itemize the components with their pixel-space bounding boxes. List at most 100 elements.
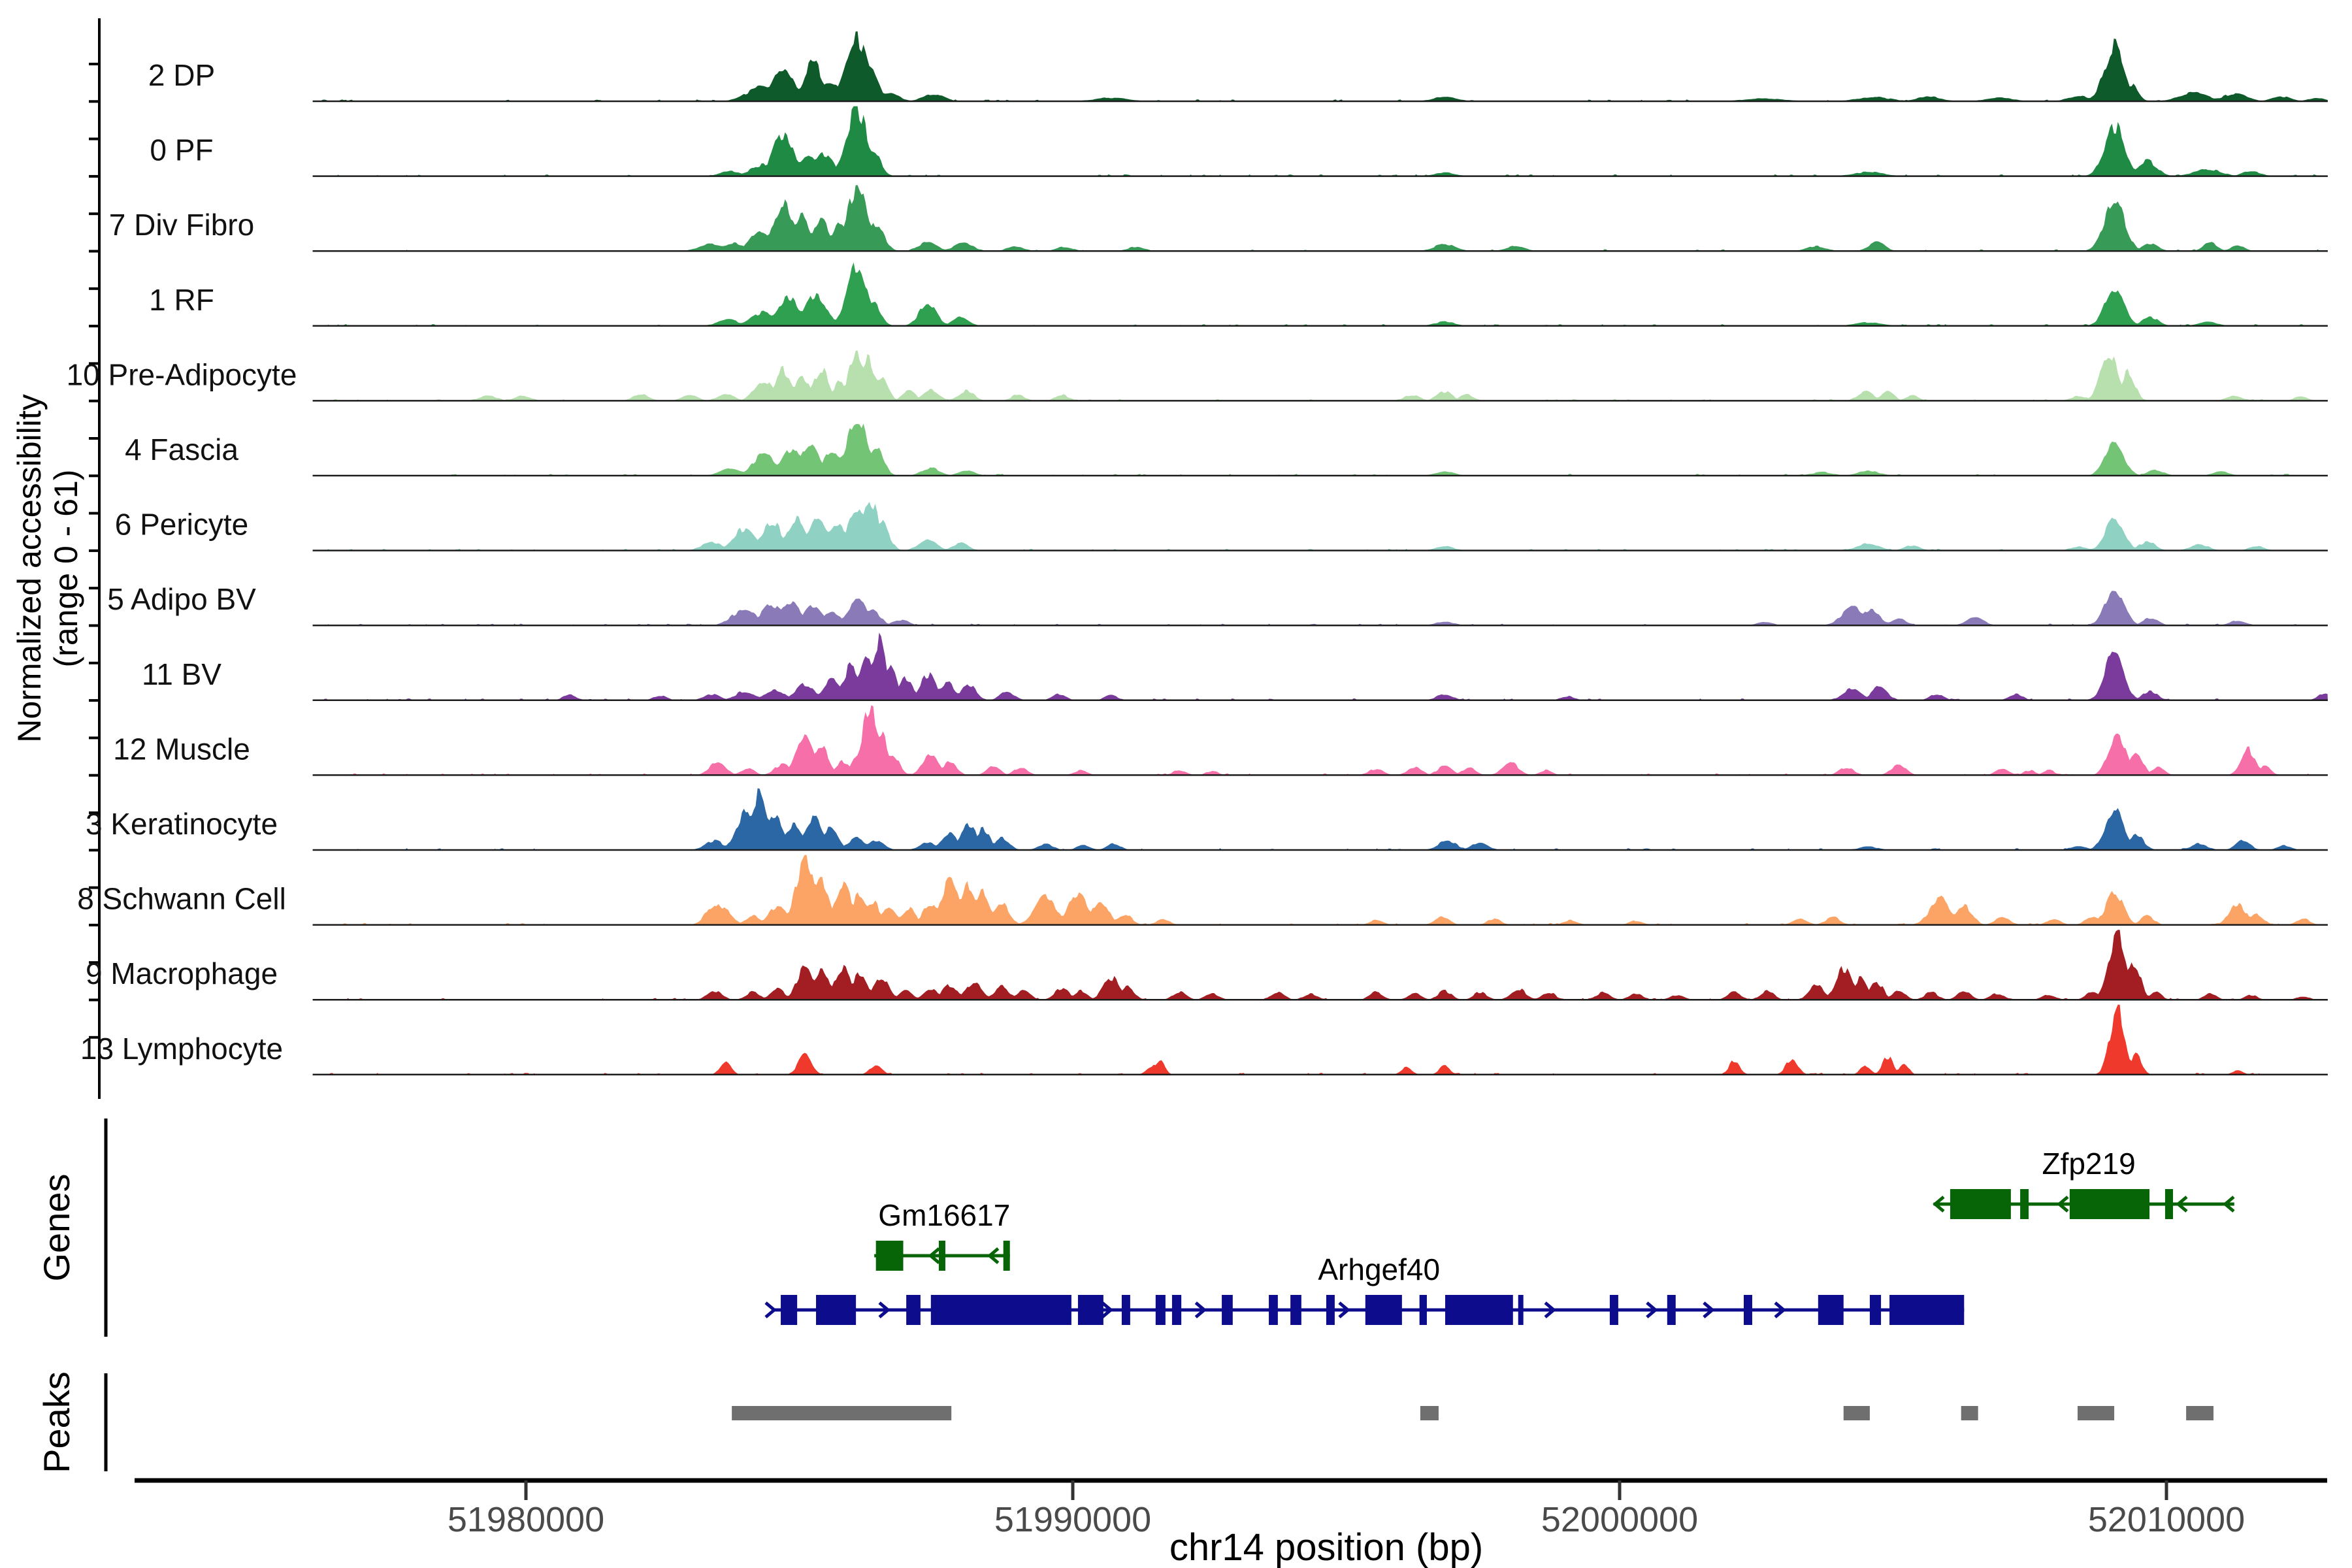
coverage-signal: [312, 106, 2328, 176]
track-label: 6 Pericyte: [115, 508, 249, 542]
gene-exon: [875, 1241, 904, 1271]
peak-box: [2186, 1406, 2213, 1420]
gene-exon: [1743, 1295, 1752, 1325]
peaks-section-label: Peaks: [36, 1371, 77, 1473]
gene-name-label: Gm16617: [878, 1198, 1010, 1232]
coverage-signal: [312, 262, 2328, 326]
coverage-signal: [312, 185, 2328, 252]
gene-exon: [2020, 1189, 2029, 1219]
gene-exon: [938, 1241, 945, 1271]
gene-exon: [906, 1295, 921, 1325]
coverage-signal: [312, 423, 2328, 476]
track-label: 1 RF: [149, 283, 214, 317]
gene-exon: [2069, 1189, 2150, 1219]
gene-direction-arrow: [1933, 1196, 1945, 1213]
gene-exon: [1155, 1295, 1166, 1325]
coverage-track-10: 12 Muscle: [113, 705, 2328, 776]
gene-exon: [2164, 1189, 2174, 1219]
coverage-signal: [312, 591, 2328, 626]
peak-box: [732, 1406, 952, 1420]
x-axis-tick-label: 51980000: [448, 1500, 604, 1539]
gene-direction-arrow: [1101, 1301, 1114, 1318]
coverage-signal: [312, 788, 2328, 850]
coverage-signal: [312, 930, 2328, 1000]
gene-exon: [1290, 1295, 1301, 1325]
gene-direction-arrow: [2223, 1196, 2235, 1213]
gene-direction-arrow: [764, 1301, 777, 1318]
gene-exon: [1077, 1295, 1103, 1325]
coverage-signal: [312, 31, 2328, 101]
coverage-track-12: 8 Schwann Cell: [77, 855, 2328, 926]
gene-exon: [1518, 1295, 1524, 1325]
gene-name-label: Zfp219: [2042, 1147, 2136, 1181]
gene-direction-arrow: [987, 1247, 1000, 1264]
gene-exon: [930, 1295, 1071, 1325]
coverage-track-11: 3 Keratinocyte: [86, 788, 2328, 851]
y-axis-label-line2: (range 0 - 61): [48, 470, 84, 668]
gene-direction-arrow: [1703, 1301, 1715, 1318]
x-axis-tick-label: 51990000: [994, 1500, 1151, 1539]
gene-direction-arrow: [1774, 1301, 1786, 1318]
coverage-track-7: 6 Pericyte: [115, 502, 2328, 551]
coverage-track-4: 1 RF: [149, 262, 2328, 327]
track-label: 0 PF: [150, 133, 213, 167]
coverage-track-2: 0 PF: [150, 106, 2328, 177]
coverage-signal: [312, 350, 2328, 401]
coverage-signal: [312, 502, 2328, 551]
x-axis-tick-label: 52000000: [1541, 1500, 1698, 1539]
coverage-track-5: 10 Pre-Adipocyte: [67, 350, 2328, 402]
gene-exon: [1121, 1295, 1130, 1325]
gene-zfp219: Zfp219: [1933, 1147, 2235, 1219]
track-label: 10 Pre-Adipocyte: [67, 357, 297, 391]
gene-exon: [781, 1295, 798, 1325]
gene-exon: [1667, 1295, 1676, 1325]
genes-section-label: Genes: [36, 1174, 77, 1282]
x-axis-title: chr14 position (bp): [1169, 1526, 1483, 1568]
track-label: 5 Adipo BV: [107, 582, 256, 616]
gene-exon: [1889, 1295, 1965, 1325]
coverage-signal: [312, 632, 2328, 700]
track-label: 3 Keratinocyte: [86, 807, 278, 841]
coverage-track-13: 9 Macrophage: [86, 930, 2328, 1001]
gene-direction-arrow: [1646, 1301, 1658, 1318]
gene-exon: [1003, 1241, 1010, 1271]
gene-exon: [1950, 1189, 2011, 1219]
coverage-signal: [312, 705, 2328, 776]
coverage-track-9: 11 BV: [142, 632, 2328, 702]
track-label: 4 Fascia: [125, 433, 238, 466]
peak-box: [1420, 1406, 1439, 1420]
track-label: 12 Muscle: [113, 732, 250, 766]
coverage-track-14: 13 Lymphocyte: [80, 1004, 2328, 1076]
gene-gm16617: Gm16617: [874, 1198, 1010, 1271]
coverage-track-3: 7 Div Fibro: [109, 185, 2328, 252]
gene-direction-arrow: [878, 1301, 890, 1318]
gene-exon: [1365, 1295, 1402, 1325]
track-label: 11 BV: [142, 657, 221, 691]
gene-direction-arrow: [1194, 1301, 1207, 1318]
gene-direction-arrow: [2176, 1196, 2188, 1213]
y-axis-label-line1: Normalized accessibility: [11, 394, 48, 743]
gene-exon: [816, 1295, 857, 1325]
x-axis-tick-label: 52010000: [2088, 1500, 2245, 1539]
render-root: 2 DP 0 PF 7 Div Fibro 1 RF 10 Pre-Adipocyte 4…: [67, 18, 2328, 1539]
gene-name-label: Arhgef40: [1318, 1252, 1440, 1286]
peak-box: [2077, 1406, 2115, 1420]
track-label: 2 DP: [148, 58, 215, 92]
gene-direction-arrow: [2057, 1196, 2069, 1213]
gene-exon: [1171, 1295, 1182, 1325]
coverage-track-1: 2 DP: [148, 31, 2328, 103]
coverage-track-6: 4 Fascia: [125, 423, 2328, 477]
track-label: 8 Schwann Cell: [77, 882, 286, 916]
coverage-track-8: 5 Adipo BV: [107, 582, 2328, 627]
track-label: 7 Div Fibro: [109, 208, 254, 242]
gene-arhgef40: Arhgef40: [764, 1252, 1965, 1325]
gene-exon: [1222, 1295, 1233, 1325]
gene-exon: [1269, 1295, 1278, 1325]
gene-direction-arrow: [1338, 1301, 1350, 1318]
gene-exon: [1419, 1295, 1427, 1325]
gene-direction-arrow: [928, 1247, 940, 1264]
gene-exon: [1609, 1295, 1618, 1325]
gene-exon: [1326, 1295, 1335, 1325]
